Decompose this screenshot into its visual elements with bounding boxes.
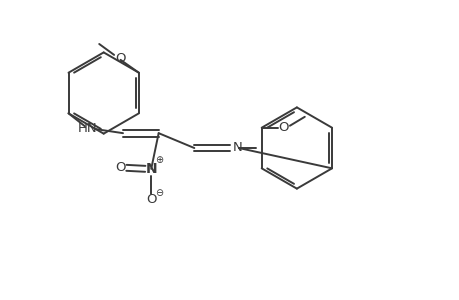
Text: ⊕: ⊕ — [155, 155, 163, 165]
Text: HN: HN — [78, 122, 97, 135]
Text: ⊖: ⊖ — [155, 188, 163, 198]
Text: O: O — [115, 52, 125, 65]
Text: O: O — [146, 193, 156, 206]
Text: N: N — [146, 162, 157, 176]
Text: N: N — [232, 140, 242, 154]
Text: O: O — [278, 121, 289, 134]
Text: O: O — [115, 161, 125, 174]
